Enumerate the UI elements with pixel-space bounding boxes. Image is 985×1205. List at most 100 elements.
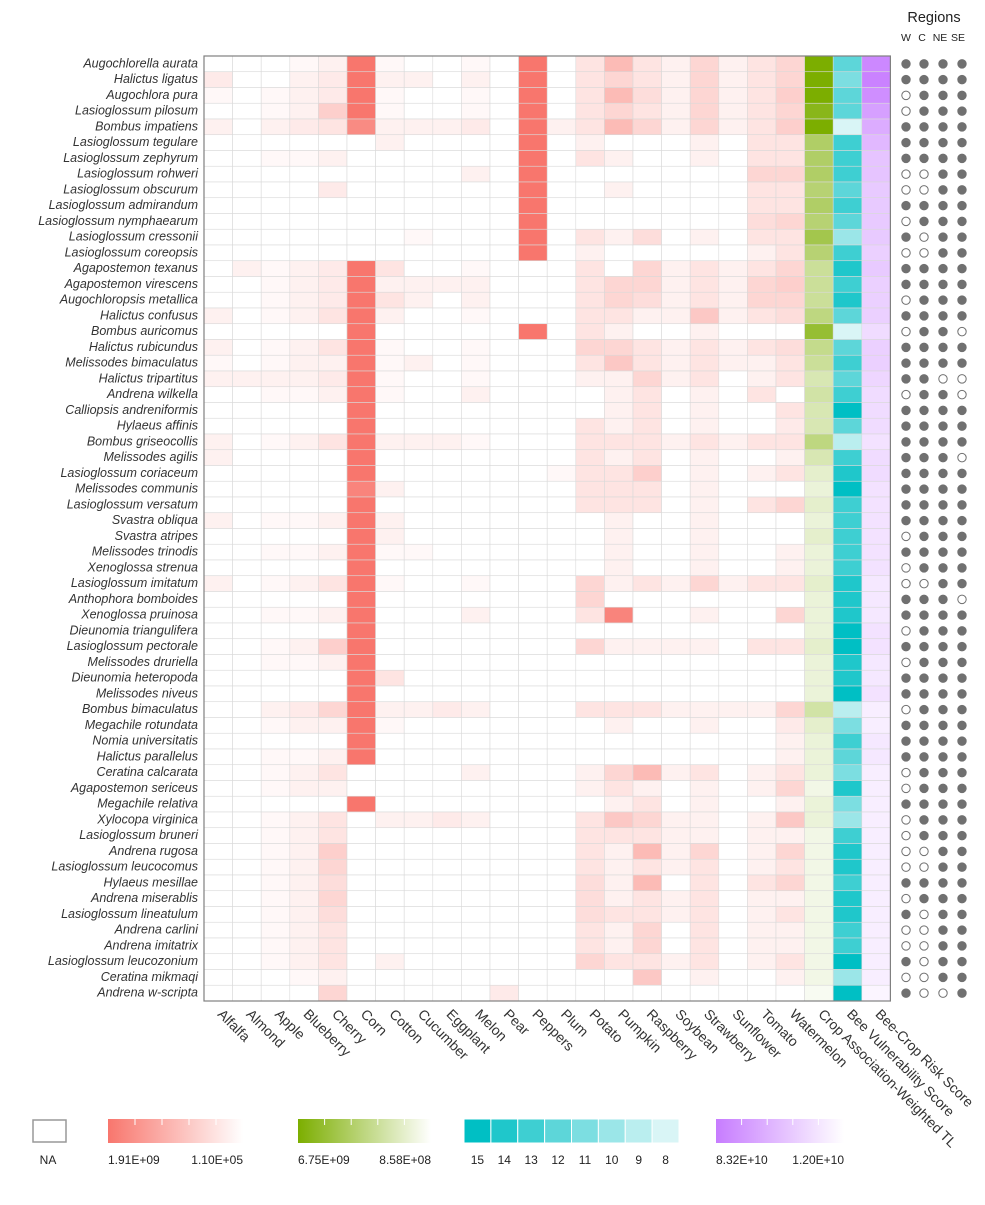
heatmap-cell [861, 575, 891, 592]
heatmap-cell [232, 291, 262, 309]
heatmap-cell [461, 465, 491, 482]
heatmap-cell [775, 575, 805, 592]
row-label: Lasioglossum bruneri [79, 828, 199, 842]
heatmap-cell [403, 591, 434, 608]
heatmap-cell [518, 669, 548, 687]
heatmap-cell [461, 953, 491, 970]
heatmap-cell [346, 165, 376, 183]
heatmap-cell [518, 496, 548, 514]
heatmap-cell [289, 291, 319, 309]
heatmap-cell [661, 591, 691, 608]
heatmap-cell [604, 244, 634, 262]
region-dot-present [957, 437, 967, 447]
heatmap-cell [747, 606, 777, 624]
heatmap-cell [632, 780, 662, 797]
heatmap-cell [604, 685, 634, 703]
heatmap-cell [546, 764, 577, 781]
heatmap-cell [546, 906, 577, 923]
heatmap-cell [747, 87, 777, 104]
heatmap-cell [489, 449, 519, 466]
heatmap-cell [661, 386, 691, 403]
heatmap-cell [260, 780, 291, 797]
heatmap-cell [832, 55, 863, 73]
heatmap-cell [718, 228, 748, 246]
heatmap-cell [346, 181, 376, 199]
heatmap-cell [461, 71, 491, 88]
region-dot-present [901, 153, 911, 164]
heatmap-cell [518, 102, 548, 120]
heatmap-cell [604, 559, 634, 577]
region-dot-present [901, 909, 911, 920]
heatmap-cell [518, 622, 548, 640]
heatmap-cell [432, 795, 462, 813]
heatmap-cell [718, 622, 748, 640]
heatmap-cell [203, 906, 233, 923]
heatmap-cell [403, 339, 434, 356]
heatmap-cell [489, 843, 519, 860]
region-dot-present [957, 626, 967, 636]
heatmap-cell [403, 165, 434, 183]
heatmap-cell [289, 134, 319, 151]
heatmap-cell [232, 370, 262, 388]
heatmap-cell [775, 181, 805, 199]
heatmap-cell [546, 843, 577, 860]
heatmap-cell [318, 858, 348, 876]
heatmap-cell [689, 370, 720, 388]
heatmap-cell [375, 291, 405, 309]
heatmap-cell [260, 543, 291, 561]
heatmap-cell [861, 906, 891, 923]
heatmap-cell [232, 638, 262, 655]
heatmap-cell [489, 638, 519, 655]
heatmap-cell [461, 417, 491, 435]
heatmap-cell [232, 937, 262, 955]
heatmap-cell [461, 591, 491, 608]
heatmap-cell [260, 134, 291, 151]
heatmap-cell [232, 260, 262, 277]
heatmap-cell [689, 213, 720, 230]
heatmap-cell [289, 354, 319, 372]
heatmap-cell [260, 764, 291, 781]
region-dot-absent [901, 657, 911, 668]
heatmap-cell [632, 764, 662, 781]
heatmap-cell [689, 354, 720, 372]
heatmap-cell [403, 890, 434, 907]
heatmap-cell [861, 858, 891, 876]
heatmap-cell [403, 921, 434, 939]
heatmap-cell [632, 134, 662, 151]
heatmap-cell [632, 543, 662, 561]
heatmap-cell [203, 528, 233, 545]
heatmap-cell [575, 748, 605, 766]
region-dot-present [938, 941, 948, 951]
heatmap-cell [632, 937, 662, 955]
row-label: Andrena imitatrix [103, 938, 199, 952]
heatmap-cell [232, 307, 262, 325]
heatmap-cell [203, 102, 233, 120]
heatmap-cell [632, 811, 662, 829]
heatmap-cell [718, 244, 748, 262]
heatmap-cell [232, 528, 262, 545]
heatmap-cell [232, 780, 262, 797]
heatmap-cell [489, 669, 519, 687]
heatmap-cell [575, 528, 605, 545]
row-label: Bombus bimaculatus [82, 702, 198, 716]
heatmap-cell [260, 465, 291, 482]
region-dot-present [938, 421, 948, 431]
heatmap-cell [375, 150, 405, 167]
heatmap-cell [604, 512, 634, 529]
heatmap-cell [861, 134, 891, 151]
heatmap-cell [289, 669, 319, 687]
heatmap-cell [375, 606, 405, 624]
heatmap-cell [689, 417, 720, 435]
heatmap-cell [804, 591, 834, 608]
row-label: Andrena carlini [114, 923, 200, 937]
region-dot-present [957, 752, 967, 762]
heatmap-cell [375, 433, 405, 451]
risk-legend-bar [716, 1119, 844, 1143]
heatmap-cell [689, 339, 720, 356]
heatmap-cell [432, 402, 462, 419]
heatmap-cell [718, 307, 748, 325]
region-dot-present [901, 500, 911, 510]
heatmap-cell [260, 339, 291, 356]
heatmap-cell [403, 260, 434, 277]
heatmap-cell [689, 858, 720, 876]
